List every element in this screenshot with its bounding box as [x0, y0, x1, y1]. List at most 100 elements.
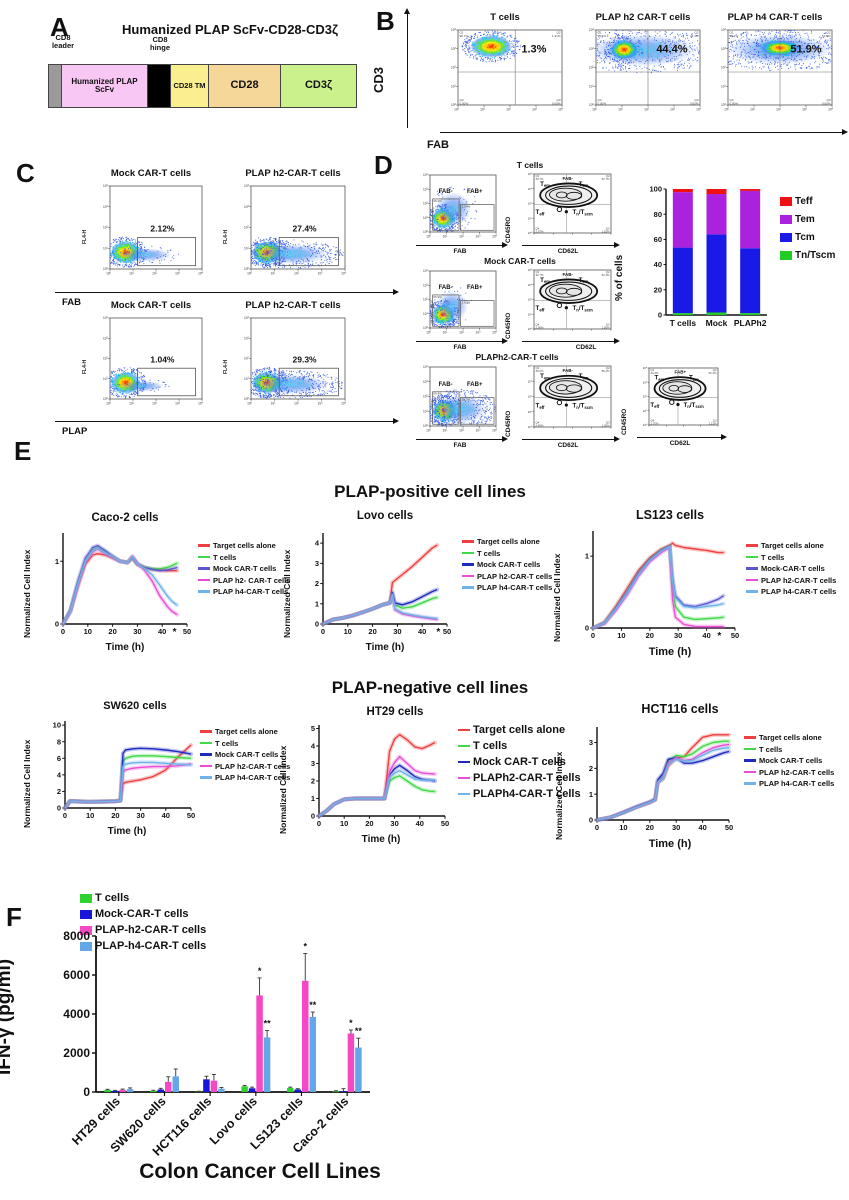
- legend-swatch: [746, 567, 758, 570]
- flow-title: PLAP h2 CAR-T cells: [595, 12, 691, 23]
- d-fab-axis-label: FAB: [453, 344, 467, 351]
- svg-text:101: 101: [129, 402, 135, 406]
- panel-e-label: E: [14, 436, 32, 466]
- legend-label: Mock CAR-T cells: [473, 756, 566, 768]
- flow-plot-mock-fab: 100 100 101 101 102 102 103 103 104 104 2.12%: [97, 183, 205, 279]
- d-contour-mock: 100 101 102 103 104 Tem Tcm Teff Tn/Tscm FAB- Q1 32…: [523, 268, 613, 338]
- svg-text:101: 101: [244, 377, 250, 381]
- legend-item: Mock-CAR-T cells: [80, 908, 206, 920]
- flow-y-axis-label: FL4-H: [82, 359, 88, 374]
- legend-item: PLAP h2-CAR-T cells: [462, 572, 552, 581]
- svg-text:51.9%: 51.9%: [790, 44, 821, 56]
- legend-label: PLAP h4-CAR-T cells: [477, 583, 553, 592]
- legend-item: Target cells alone: [746, 541, 836, 550]
- d-contour-plaph2-fabpos: 100 101 102 103 104 Tem Tcm Teff Tn/Tscm FAB+ Q1 44…: [638, 366, 720, 434]
- chart-title-ht29: HT29 cells: [366, 706, 424, 718]
- legend-label: PLAP h2- CAR-T cells: [213, 575, 291, 585]
- svg-text:103: 103: [103, 205, 109, 209]
- svg-text:103: 103: [175, 402, 181, 406]
- flow-title: T cells: [490, 12, 520, 23]
- d-fab-axis: [416, 337, 508, 344]
- x-axis-label: Time (h): [648, 646, 692, 658]
- svg-text:101: 101: [271, 402, 277, 406]
- car-construct-diagram: Humanized PLAP ScFv CD28 TM CD28 CD3ζ: [48, 64, 357, 108]
- flow-title: PLAP h4 CAR-T cells: [727, 12, 823, 23]
- legend-label: T cells: [759, 744, 783, 754]
- plap-negative-heading: PLAP-negative cell lines: [331, 678, 529, 697]
- chart-title-caco2: Caco-2 cells: [91, 512, 159, 524]
- legend-item: Mock CAR-T cells: [458, 756, 581, 768]
- bar: [332, 1091, 340, 1092]
- d-dot-plot-plaph2: 100 100 101 101 102 102 103 103 104 104 FAB- FAB+ 69…: [417, 364, 499, 436]
- svg-text:104: 104: [103, 184, 109, 188]
- legend-swatch: [200, 730, 212, 733]
- legend-label: Teff: [795, 196, 813, 207]
- flow-y-axis-label: FL4-H: [223, 229, 229, 244]
- svg-text:103: 103: [802, 108, 808, 112]
- legend-label: PLAP-h4-CAR-T cells: [95, 940, 207, 952]
- legend-label: Target cells alone: [477, 537, 540, 546]
- cd62l-label: CD62L: [557, 442, 579, 449]
- svg-text:103: 103: [670, 108, 676, 112]
- legend-item: Target cells alone: [458, 724, 581, 736]
- svg-text:100: 100: [592, 108, 598, 112]
- d-fab-axis: [416, 241, 508, 248]
- ifng-x-title: Colon Cancer Cell Lines: [139, 1160, 381, 1183]
- cd45ro-label: CD45RO: [505, 312, 512, 339]
- legend-item: Tn/Tscm: [780, 250, 835, 261]
- cd45ro-label: CD45RO: [505, 410, 512, 437]
- bar: [263, 1037, 271, 1092]
- legend-swatch: [780, 251, 792, 260]
- flow-plot-h2-plap: 100 100 101 101 102 102 103 103 104 104 29.3%: [238, 315, 348, 409]
- svg-text:Q30.00%: Q3 0.00%: [552, 98, 561, 105]
- svg-text:103: 103: [589, 47, 595, 51]
- legend-item: T cells: [200, 739, 290, 748]
- svg-text:102: 102: [776, 108, 782, 112]
- legend-swatch: [744, 770, 756, 774]
- legend-label: Mock CAR-T cells: [213, 564, 277, 573]
- panel-b-x-axis: [440, 128, 848, 135]
- y-axis-label: Normalized Cell Index: [22, 549, 32, 638]
- svg-text:102: 102: [152, 272, 158, 276]
- lovo-legend: Target cells alone T cells Mock CAR-T cell…: [462, 537, 552, 595]
- cd45ro-label: CD45RO: [621, 408, 628, 435]
- chart-title-hct116: HCT116 cells: [641, 702, 719, 716]
- stacked-bar-segment: [706, 189, 727, 195]
- legend-swatch: [746, 578, 758, 582]
- svg-text:101: 101: [103, 246, 109, 250]
- svg-text:102: 102: [294, 272, 300, 276]
- svg-text:Q21.31%: Q2 1.31%: [552, 31, 561, 38]
- svg-text:104: 104: [341, 402, 347, 406]
- legend-swatch: [746, 555, 758, 559]
- legend-item: PLAP h2- CAR-T cells: [198, 576, 290, 585]
- svg-text:102: 102: [103, 357, 109, 361]
- svg-text:102: 102: [244, 357, 250, 361]
- legend-item: T cells: [458, 740, 581, 752]
- panel-c-plap-axis-label: PLAP: [62, 426, 88, 437]
- legend-label: Mock-CAR-T cells: [761, 564, 825, 573]
- legend-item: Target cells alone: [744, 733, 834, 742]
- stacked-y-label: % of cells: [614, 254, 625, 301]
- svg-text:2.12%: 2.12%: [150, 224, 175, 234]
- legend-swatch: [462, 574, 474, 578]
- svg-text:104: 104: [828, 108, 834, 112]
- svg-text:101: 101: [721, 84, 727, 88]
- svg-text:100: 100: [103, 397, 109, 401]
- legend-swatch: [744, 759, 756, 762]
- x-axis-label: Time (h): [107, 826, 147, 837]
- d-dot-plot-mock: 100 100 101 101 102 102 103 103 104 104 FAB- FAB+ 95…: [417, 268, 499, 338]
- stacked-bar-segment: [740, 189, 761, 191]
- legend-item: PLAP h2-CAR-T cells: [746, 576, 836, 585]
- svg-text:Q40.00%: Q4 0.00%: [460, 98, 469, 105]
- construct-segment: Humanized PLAP ScFv: [62, 65, 148, 107]
- svg-text:Q30.00%: Q3 0.00%: [690, 98, 699, 105]
- y-axis-label: Normalized Cell Index: [278, 745, 288, 834]
- svg-text:100: 100: [106, 402, 112, 406]
- stacked-bar-segment: [672, 192, 693, 248]
